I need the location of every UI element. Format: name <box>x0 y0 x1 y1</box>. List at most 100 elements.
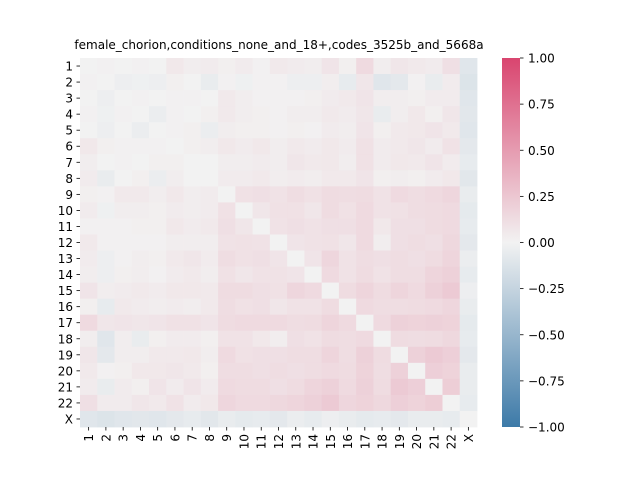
heatmap-cell-17-21 <box>425 314 443 332</box>
heatmap-cell-16-19 <box>390 298 409 316</box>
heatmap-cell-19-6 <box>166 346 184 364</box>
heatmap-cell-8-6 <box>166 170 184 187</box>
x-tick-label: 9 <box>220 434 234 442</box>
heatmap-cell-10-21 <box>425 202 443 219</box>
heatmap-cell-9-1 <box>80 186 98 203</box>
heatmap-cell-2-X <box>459 74 478 91</box>
colorbar-tick-label: −0.50 <box>528 328 565 342</box>
heatmap-cell-16-20 <box>407 298 426 316</box>
heatmap-cell-6-8 <box>200 138 219 155</box>
heatmap-cell-1-21 <box>425 58 443 75</box>
heatmap-cell-18-8 <box>200 330 219 348</box>
heatmap-cell-4-12 <box>269 106 288 123</box>
heatmap-cell-17-16 <box>338 314 357 332</box>
heatmap-cell-4-13 <box>287 106 305 123</box>
heatmap-cell-8-8 <box>200 170 219 187</box>
heatmap-cell-19-18 <box>373 346 392 364</box>
heatmap-cell-X-9 <box>218 410 236 428</box>
heatmap-cell-1-7 <box>183 58 202 75</box>
heatmap-cell-21-20 <box>407 378 426 396</box>
heatmap-cell-8-12 <box>269 170 288 187</box>
heatmap-cell-9-20 <box>407 186 426 203</box>
heatmap-cell-20-7 <box>183 362 202 380</box>
heatmap-cell-20-10 <box>235 362 254 380</box>
heatmap-cell-4-11 <box>252 106 271 123</box>
heatmap-cell-13-22 <box>442 250 461 267</box>
heatmap-cell-12-16 <box>338 234 357 251</box>
y-tick-label: 21 <box>58 380 73 394</box>
y-tick-label: 10 <box>58 204 73 218</box>
heatmap-cell-16-11 <box>252 298 271 316</box>
heatmap-cell-17-4 <box>131 314 150 332</box>
heatmap-cell-4-16 <box>338 106 357 123</box>
heatmap-cell-X-3 <box>114 410 133 428</box>
heatmap-cell-6-7 <box>183 138 202 155</box>
heatmap-cell-11-12 <box>269 218 288 235</box>
heatmap-cell-5-14 <box>304 122 323 139</box>
heatmap-cell-18-12 <box>269 330 288 348</box>
heatmap-cell-18-19 <box>390 330 409 348</box>
heatmap-cell-11-5 <box>149 218 167 235</box>
heatmap-cell-21-5 <box>149 378 167 396</box>
heatmap-cell-9-2 <box>97 186 115 203</box>
heatmap-cell-20-12 <box>269 362 288 380</box>
y-tick-label: 15 <box>58 284 73 298</box>
heatmap-cell-12-12 <box>269 234 288 251</box>
heatmap-cell-9-5 <box>149 186 167 203</box>
heatmap-cell-14-13 <box>287 266 305 284</box>
heatmap-cell-7-9 <box>218 154 236 171</box>
heatmap-cell-15-18 <box>373 282 392 300</box>
heatmap-cell-21-16 <box>338 378 357 396</box>
y-tick-label: 19 <box>58 348 73 362</box>
heatmap-cell-8-13 <box>287 170 305 187</box>
heatmap-cell-3-12 <box>269 90 288 107</box>
heatmap-cell-9-3 <box>114 186 133 203</box>
heatmap-cell-3-X <box>459 90 478 107</box>
heatmap-cell-14-3 <box>114 266 133 284</box>
heatmap-cell-14-16 <box>338 266 357 284</box>
heatmap-cell-16-15 <box>321 298 340 316</box>
heatmap-cell-19-14 <box>304 346 323 364</box>
heatmap-cell-8-17 <box>356 170 374 187</box>
x-tick-label: 6 <box>168 434 182 442</box>
heatmap-cell-22-22 <box>442 394 461 412</box>
heatmap-cell-8-5 <box>149 170 167 187</box>
heatmap-cell-2-6 <box>166 74 184 91</box>
heatmap-cell-19-7 <box>183 346 202 364</box>
colorbar-tick-label: 0.75 <box>528 98 555 112</box>
heatmap-cell-13-5 <box>149 250 167 267</box>
heatmap-cell-15-2 <box>97 282 115 300</box>
heatmap-cell-10-19 <box>390 202 409 219</box>
heatmap-cell-4-3 <box>114 106 133 123</box>
heatmap-cell-4-8 <box>200 106 219 123</box>
heatmap-cells <box>80 58 478 428</box>
colorbar-ticks: 1.00 0.75 0.50 0.25 0.00 −0.25 −0.50 −0.75 −1.00 <box>520 52 565 435</box>
heatmap-cell-14-2 <box>97 266 115 284</box>
heatmap-cell-9-7 <box>183 186 202 203</box>
heatmap-cell-13-12 <box>269 250 288 267</box>
heatmap-cell-7-7 <box>183 154 202 171</box>
heatmap-cell-22-8 <box>200 394 219 412</box>
heatmap-cell-15-12 <box>269 282 288 300</box>
heatmap-cell-11-15 <box>321 218 340 235</box>
heatmap-cell-3-13 <box>287 90 305 107</box>
heatmap-cell-22-X <box>459 394 478 412</box>
heatmap-cell-6-13 <box>287 138 305 155</box>
heatmap-cell-15-13 <box>287 282 305 300</box>
heatmap-cell-12-13 <box>287 234 305 251</box>
heatmap-cell-18-22 <box>442 330 461 348</box>
heatmap-cell-16-5 <box>149 298 167 316</box>
heatmap-cell-17-12 <box>269 314 288 332</box>
heatmap-cell-11-7 <box>183 218 202 235</box>
heatmap-cell-20-17 <box>356 362 374 380</box>
heatmap-cell-5-22 <box>442 122 461 139</box>
heatmap-cell-21-X <box>459 378 478 396</box>
heatmap-cell-15-22 <box>442 282 461 300</box>
heatmap-cell-3-22 <box>442 90 461 107</box>
heatmap-cell-22-13 <box>287 394 305 412</box>
heatmap-cell-4-19 <box>390 106 409 123</box>
y-tick-label: 9 <box>65 188 73 202</box>
colorbar <box>502 58 520 427</box>
heatmap-cell-12-8 <box>200 234 219 251</box>
